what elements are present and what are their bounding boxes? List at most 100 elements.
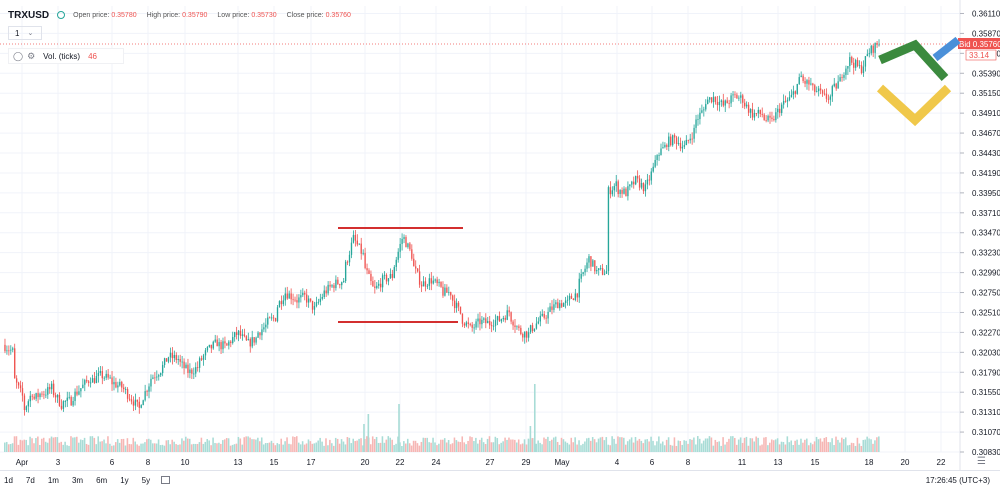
candle-body — [525, 331, 528, 338]
candle-body — [302, 292, 304, 296]
symbol-label[interactable]: TRXUSD — [8, 9, 50, 21]
volume-bar — [878, 436, 880, 452]
volume-bar — [712, 445, 715, 452]
volume-bar — [718, 441, 720, 452]
volume-indicator-legend[interactable]: ◯ ⚙ Vol. (ticks) 46 — [8, 48, 124, 64]
price-badge: Bid 0.35760 33.14 — [958, 38, 1000, 61]
volume-bar — [79, 439, 82, 452]
candle-body — [389, 273, 392, 279]
volume-bar — [153, 443, 156, 452]
volume-bar — [171, 439, 173, 452]
chart-settings-icon[interactable]: ☰ — [977, 456, 986, 467]
volume-bar — [311, 443, 314, 452]
candle-body — [101, 371, 103, 379]
x-tick-label: 13 — [234, 458, 243, 467]
candle-body — [697, 119, 699, 120]
candle-body — [331, 285, 333, 287]
candle-body — [415, 266, 417, 269]
candle-body — [411, 249, 413, 259]
volume-bar — [876, 437, 878, 452]
candle-body — [346, 261, 349, 263]
volume-bar — [624, 444, 627, 452]
candle-body — [878, 44, 880, 46]
candle-body — [39, 393, 41, 398]
candle-body — [601, 268, 604, 275]
candle-body — [751, 108, 754, 118]
volume-bar — [644, 439, 647, 452]
candle-body — [249, 339, 251, 347]
volume-bar — [62, 444, 64, 452]
annotations[interactable] — [338, 227, 463, 323]
volume-bar — [383, 442, 386, 452]
range-button-3m[interactable]: 3m — [71, 475, 84, 485]
candle-body — [527, 332, 530, 338]
volume-bar — [325, 438, 327, 452]
volume-bar — [296, 436, 298, 452]
volume-bar — [132, 437, 135, 452]
volume-bar — [572, 442, 574, 452]
volume-bar — [177, 444, 179, 452]
volume-bar — [547, 436, 549, 452]
volume-bar — [194, 443, 197, 452]
volume-bar — [362, 445, 364, 452]
market-status-icon — [57, 11, 66, 19]
interval-select[interactable]: 1 ⌄ — [8, 26, 42, 40]
candle-body — [631, 181, 633, 185]
volume-bar — [790, 440, 793, 452]
volume-bar — [623, 437, 625, 452]
y-axis[interactable]: 0.361100.358700.356300.353900.351500.349… — [960, 9, 1000, 457]
candle-body — [609, 187, 612, 195]
candle-body — [290, 293, 292, 300]
candle-body — [286, 293, 288, 299]
volume-bar — [387, 436, 390, 452]
x-axis[interactable]: Apr 3 6 8 10 13 15 17 20 22 24 27 29 May 4 6 8 11 13 15 18 20… — [16, 458, 946, 467]
price-badge-bg — [958, 38, 1000, 49]
volume-bar — [126, 438, 129, 452]
volume-bar — [212, 437, 214, 452]
volume-bar — [155, 443, 158, 452]
candle-body — [230, 341, 232, 344]
range-button-7d[interactable]: 7d — [25, 475, 35, 485]
candle-body — [633, 181, 635, 185]
volume-bar — [360, 438, 362, 452]
volume-bar — [432, 437, 434, 452]
range-button-5y[interactable]: 5y — [141, 475, 151, 485]
candle-body — [876, 43, 878, 45]
candle-body — [14, 348, 16, 379]
price-badge-label: Bid 0.35760 — [959, 40, 1000, 49]
range-button-1m[interactable]: 1m — [47, 475, 59, 485]
volume-bar — [124, 445, 127, 452]
range-button-6m[interactable]: 6m — [96, 475, 108, 485]
candle-body — [572, 298, 575, 301]
volume-bar — [52, 437, 55, 452]
volume-bar — [239, 438, 242, 452]
candle-body — [387, 278, 390, 282]
volume-bar — [23, 439, 26, 452]
volume-bar — [755, 436, 757, 452]
volume-bar — [806, 438, 808, 452]
gear-icon[interactable]: ⚙ — [27, 50, 36, 61]
volume-bar — [745, 436, 748, 452]
eye-icon[interactable]: ◯ — [13, 50, 24, 61]
x-tick-label: 13 — [774, 458, 783, 467]
candle-body — [76, 391, 78, 395]
volume-bar — [21, 440, 24, 452]
volume-bar — [860, 445, 863, 452]
candle-body — [623, 188, 625, 194]
range-button-1y[interactable]: 1y — [120, 475, 129, 485]
candle-body — [524, 331, 526, 338]
chevron-down-icon: ⌄ — [27, 30, 34, 37]
volume-bar — [568, 444, 571, 452]
candle-body — [566, 299, 569, 301]
candle-body — [652, 166, 654, 172]
volume-bar — [621, 437, 623, 452]
calendar-icon[interactable] — [161, 476, 171, 484]
volume-bar — [329, 439, 331, 452]
volume-bar — [767, 445, 769, 452]
range-button-1d[interactable]: 1d — [4, 475, 13, 485]
volume-bar — [83, 437, 86, 452]
candle-body — [570, 295, 573, 299]
volume-bar — [414, 440, 417, 452]
volume-bar — [46, 442, 49, 452]
